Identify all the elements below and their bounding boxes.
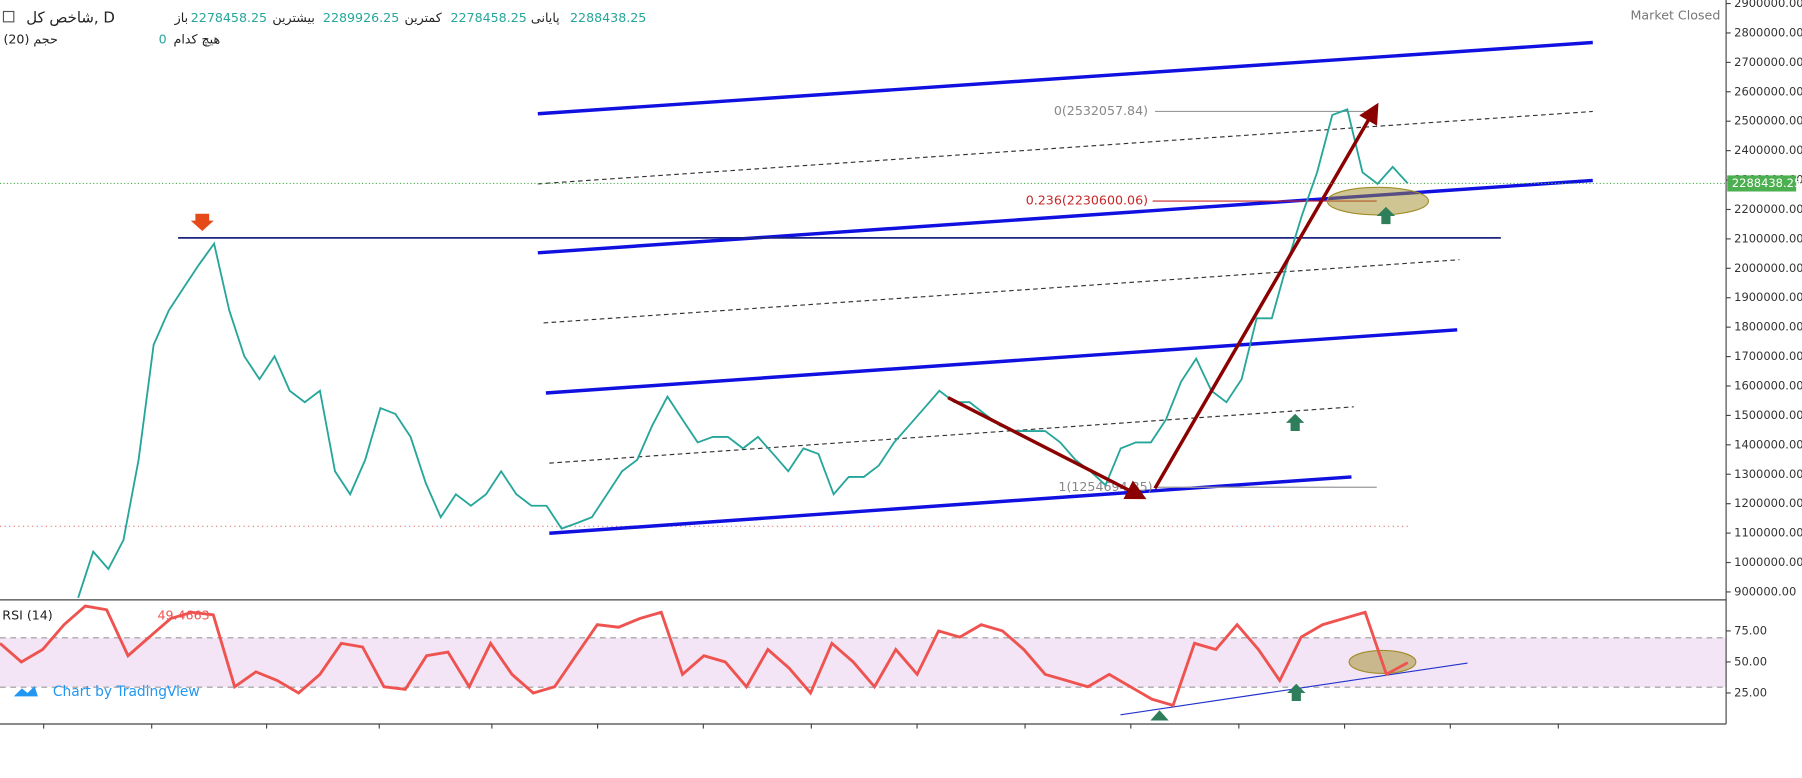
highlight-ellipse xyxy=(1326,186,1430,216)
fib-label: 0.236(2230600.06) xyxy=(1026,193,1148,208)
time-ticks xyxy=(43,723,1559,729)
rsi-band xyxy=(0,637,1727,688)
y-tick-label: 2000000.00 xyxy=(1734,261,1802,275)
ohlc-label: بیشترین xyxy=(272,10,315,26)
y-tick-label: 1800000.00 xyxy=(1734,320,1802,334)
y-tick-label: 2100000.00 xyxy=(1734,231,1802,245)
volume-mode: هیچ کدام xyxy=(174,32,221,48)
y-tick-label: 2700000.00 xyxy=(1734,55,1802,69)
y-tick-label: 1500000.00 xyxy=(1734,408,1802,422)
rsi-value-label: 49.4663 xyxy=(157,607,209,622)
y-tick-label: 2500000.00 xyxy=(1734,114,1802,128)
data-layer xyxy=(0,108,1409,708)
chart-root: 0(2532057.84) 0.236(2230600.06) 1(125469… xyxy=(0,0,1802,729)
ohlc-value: 2289926.25 xyxy=(323,10,399,25)
y-tick-label: 1000000.00 xyxy=(1734,555,1802,569)
ohlc-label: کمترین xyxy=(405,10,443,26)
y-tick-label: 2800000.00 xyxy=(1734,25,1802,39)
y-tick-label: 1400000.00 xyxy=(1734,437,1802,451)
y-tick-label: 1900000.00 xyxy=(1734,290,1802,304)
y-tick-label: 2900000.00 xyxy=(1734,0,1802,10)
trend-arrow xyxy=(947,396,1147,500)
y-tick-label: 1100000.00 xyxy=(1734,526,1802,540)
volume-label: حجم (20) xyxy=(3,32,57,48)
y-tick-label: 1200000.00 xyxy=(1734,496,1802,510)
rsi-title: RSI (14) xyxy=(2,607,52,622)
market-status: Market Closed xyxy=(1631,8,1721,23)
last-price-box xyxy=(1727,175,1797,192)
y-tick-label: 2200000.00 xyxy=(1734,202,1802,216)
watermark[interactable]: Chart by TradingView xyxy=(53,684,200,700)
channel-lines xyxy=(537,40,1593,535)
y-tick-label: 1300000.00 xyxy=(1734,467,1802,481)
symbol-title: شاخص کل, D xyxy=(26,8,115,26)
down-marker xyxy=(190,213,214,231)
trend-arrow xyxy=(1153,102,1379,490)
ohlc-value: 2278458.25 xyxy=(450,10,526,25)
collapse-button[interactable] xyxy=(2,10,15,23)
y-tick-label: 2400000.00 xyxy=(1734,143,1802,157)
y-tick-label: 900000.00 xyxy=(1734,584,1796,598)
ohlc-value: 2288438.25 xyxy=(570,10,646,25)
y-tick-label: 2600000.00 xyxy=(1734,84,1802,98)
y-tick-label: 1700000.00 xyxy=(1734,349,1802,363)
volume-value: 0 xyxy=(159,32,167,47)
up-markers xyxy=(1150,206,1396,721)
fib-label: 0(2532057.84) xyxy=(1054,103,1148,118)
last-price-label: 2288438.25 xyxy=(1732,176,1801,190)
y-tick-label: 1600000.00 xyxy=(1734,378,1802,392)
rsi-line xyxy=(0,604,1409,708)
channel-midlines xyxy=(537,110,1593,464)
ohlc-label: باز xyxy=(174,10,188,26)
y-tick-label: 75.00 xyxy=(1734,623,1767,637)
y-tick-label: 25.00 xyxy=(1734,685,1767,699)
tradingview-logo xyxy=(13,686,38,697)
ohlc-value: 2278458.25 xyxy=(191,10,267,25)
ohlc-label: پایانی xyxy=(531,10,560,25)
price-line xyxy=(77,108,1409,599)
y-tick-label: 50.00 xyxy=(1734,654,1767,668)
